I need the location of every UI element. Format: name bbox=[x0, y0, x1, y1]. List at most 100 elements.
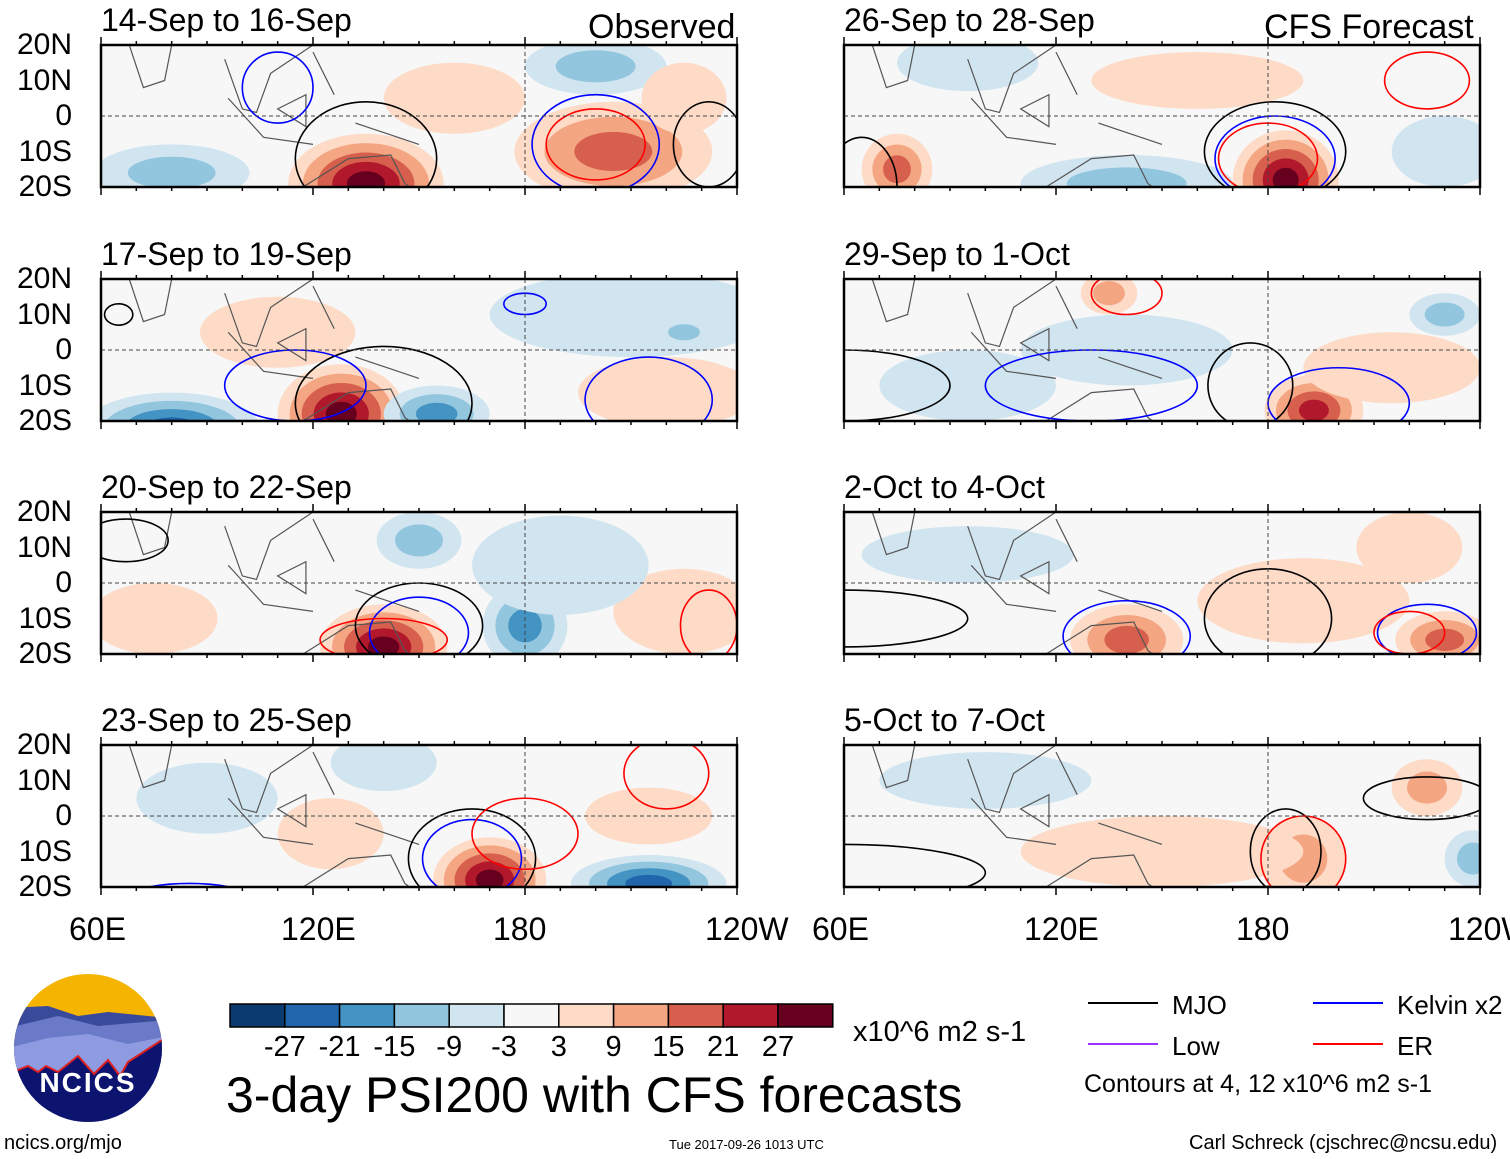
svg-text:NCICS: NCICS bbox=[39, 1067, 136, 1098]
coastline bbox=[871, 745, 1163, 887]
colorbar-swatch bbox=[229, 1003, 286, 1028]
anomaly-shading bbox=[879, 752, 1092, 809]
lat-tick-label: 20S bbox=[18, 170, 72, 203]
lat-tick-label: 10S bbox=[18, 134, 72, 168]
map-panel bbox=[99, 504, 739, 662]
anomaly-shading bbox=[897, 45, 1039, 92]
lat-tick-label: 10N bbox=[16, 763, 72, 797]
colorbar-swatch bbox=[448, 1003, 505, 1028]
map-panel bbox=[99, 271, 739, 429]
contour-line bbox=[1373, 610, 1446, 654]
map-panel bbox=[99, 737, 739, 895]
anomaly-shading bbox=[1104, 625, 1149, 654]
contour-line bbox=[1214, 115, 1336, 187]
contour-line bbox=[471, 797, 579, 871]
contour-line bbox=[319, 617, 449, 654]
coastline bbox=[871, 512, 1163, 654]
anomaly-shading bbox=[1391, 116, 1480, 187]
ncics-logo: NCICS bbox=[14, 974, 162, 1122]
lat-tick-label: 20S bbox=[18, 637, 72, 670]
contour-line bbox=[679, 589, 737, 654]
anomaly-shading bbox=[346, 171, 386, 187]
contour-line bbox=[1203, 101, 1347, 187]
anomaly-shading bbox=[883, 155, 911, 184]
contour-line bbox=[1260, 815, 1347, 887]
contour-line bbox=[844, 589, 969, 648]
map-panel bbox=[842, 504, 1482, 662]
coastline bbox=[128, 745, 420, 887]
lon-tick-label: 60E bbox=[812, 911, 869, 947]
colorbar-swatch bbox=[777, 1003, 834, 1028]
contour-line bbox=[1267, 366, 1411, 421]
colorbar-swatch bbox=[503, 1003, 560, 1028]
anomaly-shading bbox=[395, 524, 443, 557]
panel-title: 29-Sep to 1-Oct bbox=[844, 236, 1070, 272]
lat-tick-label: 10S bbox=[18, 601, 72, 635]
lat-tick-label: 20N bbox=[16, 495, 72, 528]
coastline bbox=[128, 279, 420, 421]
lat-tick-label: 10S bbox=[18, 834, 72, 868]
colorbar-swatch bbox=[558, 1003, 615, 1028]
lon-tick-label: 60E bbox=[69, 911, 126, 947]
contour-line bbox=[241, 51, 314, 124]
contour-line bbox=[407, 808, 537, 887]
anomaly-shading bbox=[101, 583, 218, 654]
panel-title: 2-Oct to 4-Oct bbox=[844, 469, 1045, 505]
lon-tick-label: 120E bbox=[1024, 911, 1099, 947]
lat-tick-label: 10N bbox=[16, 297, 72, 331]
colorbar-tick-label: 9 bbox=[605, 1031, 622, 1063]
figure-title: 3-day PSI200 with CFS forecasts bbox=[226, 1067, 963, 1123]
contour-line bbox=[1383, 51, 1471, 110]
colorbar-units: x10^6 m2 s-1 bbox=[853, 1016, 1027, 1048]
contour-line bbox=[421, 818, 523, 887]
colorbar-tick-label: 15 bbox=[652, 1031, 685, 1063]
anomaly-shading bbox=[1407, 771, 1447, 804]
colorbar-tick-label: -9 bbox=[436, 1031, 463, 1063]
anomaly-shading bbox=[471, 515, 649, 615]
colorbar-swatch bbox=[612, 1003, 670, 1028]
legend-line-low bbox=[1088, 1043, 1158, 1045]
lat-tick-label: 10S bbox=[18, 368, 72, 402]
lon-tick-label: 180 bbox=[1236, 911, 1290, 947]
contour-line bbox=[294, 345, 473, 421]
panel-title: 17-Sep to 19-Sep bbox=[101, 236, 352, 272]
colorbar-swatch bbox=[393, 1003, 450, 1028]
colorbar-tick-label: 21 bbox=[707, 1031, 740, 1063]
contour-line bbox=[146, 882, 233, 887]
anomaly-shading bbox=[127, 409, 216, 421]
lon-tick-label: 120W bbox=[705, 911, 789, 947]
colorbar-tick-label: -27 bbox=[263, 1031, 306, 1063]
map-panel bbox=[842, 737, 1482, 895]
lat-tick-label: 0 bbox=[55, 566, 72, 599]
credit: Carl Schreck (cjschrec@ncsu.edu) bbox=[1189, 1132, 1498, 1154]
lat-tick-label: 0 bbox=[55, 799, 72, 832]
map-panel bbox=[842, 271, 1482, 429]
contour-line bbox=[545, 108, 646, 181]
colorbar-swatch bbox=[284, 1003, 341, 1028]
legend-label: MJO bbox=[1172, 990, 1227, 1020]
anomaly-shading bbox=[879, 350, 1056, 421]
contour-line bbox=[1249, 808, 1322, 887]
colorbar-tick-label: -3 bbox=[491, 1031, 517, 1063]
contour-line bbox=[623, 745, 710, 810]
anomaly-shading bbox=[1298, 399, 1329, 421]
anomaly-shading bbox=[127, 156, 216, 187]
lat-tick-label: 10N bbox=[16, 63, 72, 97]
anomaly-shading bbox=[574, 131, 653, 172]
legend-line-kelvin-x2 bbox=[1313, 1002, 1383, 1004]
anomaly-shading bbox=[1197, 558, 1410, 644]
contour-line bbox=[294, 101, 438, 187]
anomaly-shading bbox=[1091, 52, 1304, 109]
lon-tick-label: 180 bbox=[493, 911, 547, 947]
anomaly-shading bbox=[1272, 167, 1299, 187]
map-panel bbox=[842, 37, 1482, 195]
anomaly-shading bbox=[555, 50, 636, 83]
lon-tick-label: 120W bbox=[1448, 911, 1510, 947]
ncics-url[interactable]: ncics.org/mjo bbox=[4, 1132, 122, 1154]
contour-line bbox=[223, 349, 367, 421]
panel-title: 14-Sep to 16-Sep bbox=[101, 2, 352, 38]
colorbar-tick-label: -15 bbox=[373, 1031, 416, 1063]
lat-tick-label: 20N bbox=[16, 262, 72, 295]
coastline bbox=[871, 279, 1163, 421]
